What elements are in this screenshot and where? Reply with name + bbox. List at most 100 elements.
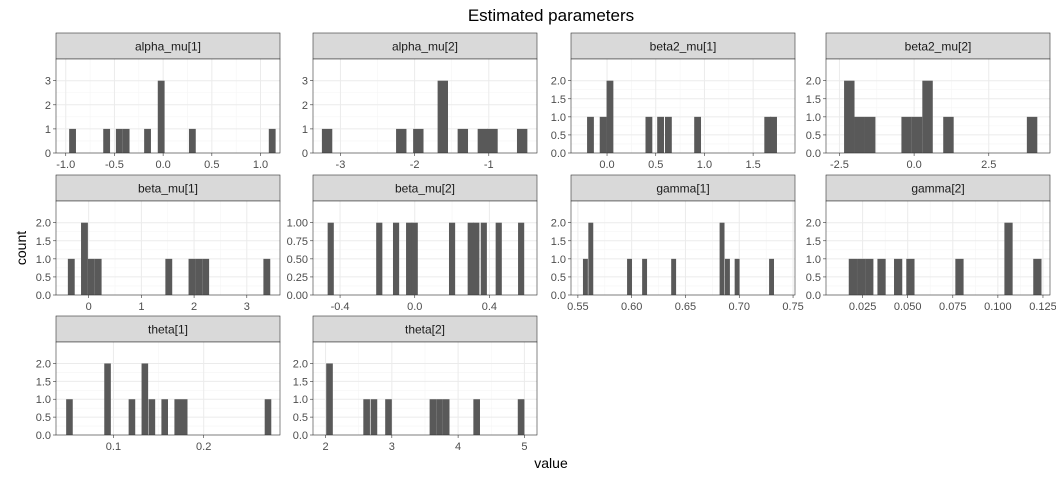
histogram-bar <box>457 128 469 153</box>
histogram-bar <box>516 128 528 153</box>
histogram-bar <box>148 399 156 435</box>
facet-panel: alpha_mu[2] 0 1 2 3 -3 -2 -1 <box>302 32 538 171</box>
x-tick-label: 4 <box>455 441 461 453</box>
x-tick-label: -0.4 <box>331 301 350 313</box>
y-tick-label: 2.0 <box>551 76 566 88</box>
y-tick-label: 0.5 <box>806 130 821 142</box>
x-tick-label: 3 <box>244 301 250 313</box>
x-tick-label: 0.100 <box>984 301 1012 313</box>
histogram-bar <box>901 116 912 153</box>
x-tick-label: 0.75 <box>782 301 803 313</box>
histogram-bar <box>87 258 95 295</box>
x-tick-label: 2 <box>191 301 197 313</box>
histogram-bar <box>734 258 740 295</box>
facet-strip <box>312 32 538 60</box>
y-tick-label: 2.0 <box>806 218 821 230</box>
facet-strip-label: alpha_mu[1] <box>135 40 201 54</box>
panel-border <box>312 200 538 296</box>
panel-background <box>571 201 795 295</box>
y-tick-label: 3 <box>45 76 51 88</box>
x-tick-label: 0.0 <box>155 159 170 171</box>
histogram-bar <box>327 222 334 295</box>
x-tick-label: 0 <box>86 301 92 313</box>
facet-strip-label: beta2_mu[1] <box>650 40 717 54</box>
histogram-bar <box>642 258 648 295</box>
facet-panel: beta_mu[1] 0.0 0.5 1.0 1.5 2.0 0 1 2 3 <box>36 174 281 313</box>
y-tick-label: 2.0 <box>551 218 566 230</box>
x-tick-label: 0.025 <box>849 301 877 313</box>
histogram-bar <box>67 258 75 295</box>
y-tick-label: 0.0 <box>551 148 566 160</box>
histogram-bar <box>865 258 874 295</box>
x-tick-label: 0.5 <box>648 159 663 171</box>
y-tick-label: 2.0 <box>806 76 821 88</box>
histogram-bar <box>473 222 480 295</box>
facet-panel: alpha_mu[1] 0 1 2 3 -1.0 -0.5 0.0 0.5 1.0 <box>45 32 281 171</box>
y-tick-label: 1.5 <box>36 376 51 388</box>
histogram-bar <box>694 116 702 153</box>
histogram-bar <box>188 258 196 295</box>
histogram-bar <box>202 258 210 295</box>
histogram-bar <box>406 222 413 295</box>
facet-strip <box>55 32 281 60</box>
histogram-bar <box>385 399 392 435</box>
x-tick-label: 1.5 <box>745 159 760 171</box>
y-tick-label: 2.0 <box>36 358 51 370</box>
histogram-bar <box>719 222 725 295</box>
y-tick-label: 2 <box>302 100 308 112</box>
histogram-bar <box>477 128 489 153</box>
histogram-bar <box>442 399 450 435</box>
histogram-bar <box>480 222 487 295</box>
y-tick-label: 1 <box>45 124 51 136</box>
y-tick-label: 1.0 <box>36 394 51 406</box>
histogram-bar <box>161 399 168 435</box>
y-tick-label: 0.5 <box>293 412 308 424</box>
histogram-bar <box>157 80 165 153</box>
x-tick-label: 2 <box>322 441 328 453</box>
histogram-bar <box>724 258 730 295</box>
histogram-bar <box>922 80 933 153</box>
histogram-bar <box>517 399 525 435</box>
x-tick-label: -3 <box>336 159 346 171</box>
y-tick-label: 1.0 <box>551 112 566 124</box>
facet-strip <box>312 315 538 343</box>
y-tick-label: 1.0 <box>551 254 566 266</box>
histogram-bar <box>664 116 672 153</box>
y-tick-label: 0.0 <box>293 430 308 442</box>
panel-border <box>825 58 1051 154</box>
histogram-bar <box>376 222 383 295</box>
facet-panel: beta2_mu[1] 0.0 0.5 1.0 1.5 2.0 0.0 0.5 1.0 1.5 <box>551 32 796 171</box>
histogram-bar <box>906 258 915 295</box>
histogram-bar <box>587 116 594 153</box>
histogram-bar <box>392 222 400 295</box>
histogram-bar <box>128 399 136 435</box>
facet-strip-label: gamma[2] <box>911 182 964 196</box>
histogram-bar <box>671 258 677 295</box>
x-tick-label: 0.0 <box>906 159 921 171</box>
histogram-bar <box>94 258 102 295</box>
facet-strip-label: alpha_mu[2] <box>392 40 458 54</box>
y-tick-label: 1.0 <box>806 112 821 124</box>
facet-strip <box>55 315 281 343</box>
histogram-bar <box>429 399 437 435</box>
panel-background <box>313 201 537 295</box>
histogram-bar <box>1004 222 1013 295</box>
histogram-bar <box>263 258 271 295</box>
x-tick-label: -2.5 <box>830 159 849 171</box>
y-tick-label: 0.0 <box>551 290 566 302</box>
facet-strip-label: beta2_mu[2] <box>905 40 972 54</box>
histogram-bar <box>141 363 149 435</box>
y-tick-label: 0.25 <box>287 272 308 284</box>
y-tick-label: 0 <box>45 148 51 160</box>
histogram-bar <box>473 399 480 435</box>
facet-panel: theta[2] 0.0 0.5 1.0 1.5 2.0 2 3 4 5 <box>293 315 538 453</box>
facet-panel: beta2_mu[2] 0.0 0.5 1.0 1.5 2.0 -2.5 0.0 2.5 <box>806 32 1051 171</box>
histogram-bar <box>122 128 130 153</box>
panel-background <box>313 59 537 153</box>
x-tick-label: -1 <box>484 159 494 171</box>
panel-border <box>570 58 796 154</box>
histogram-bar <box>854 116 865 153</box>
panel-border <box>825 200 1051 296</box>
histogram-bar <box>1033 258 1042 295</box>
histogram-bar <box>657 116 665 153</box>
